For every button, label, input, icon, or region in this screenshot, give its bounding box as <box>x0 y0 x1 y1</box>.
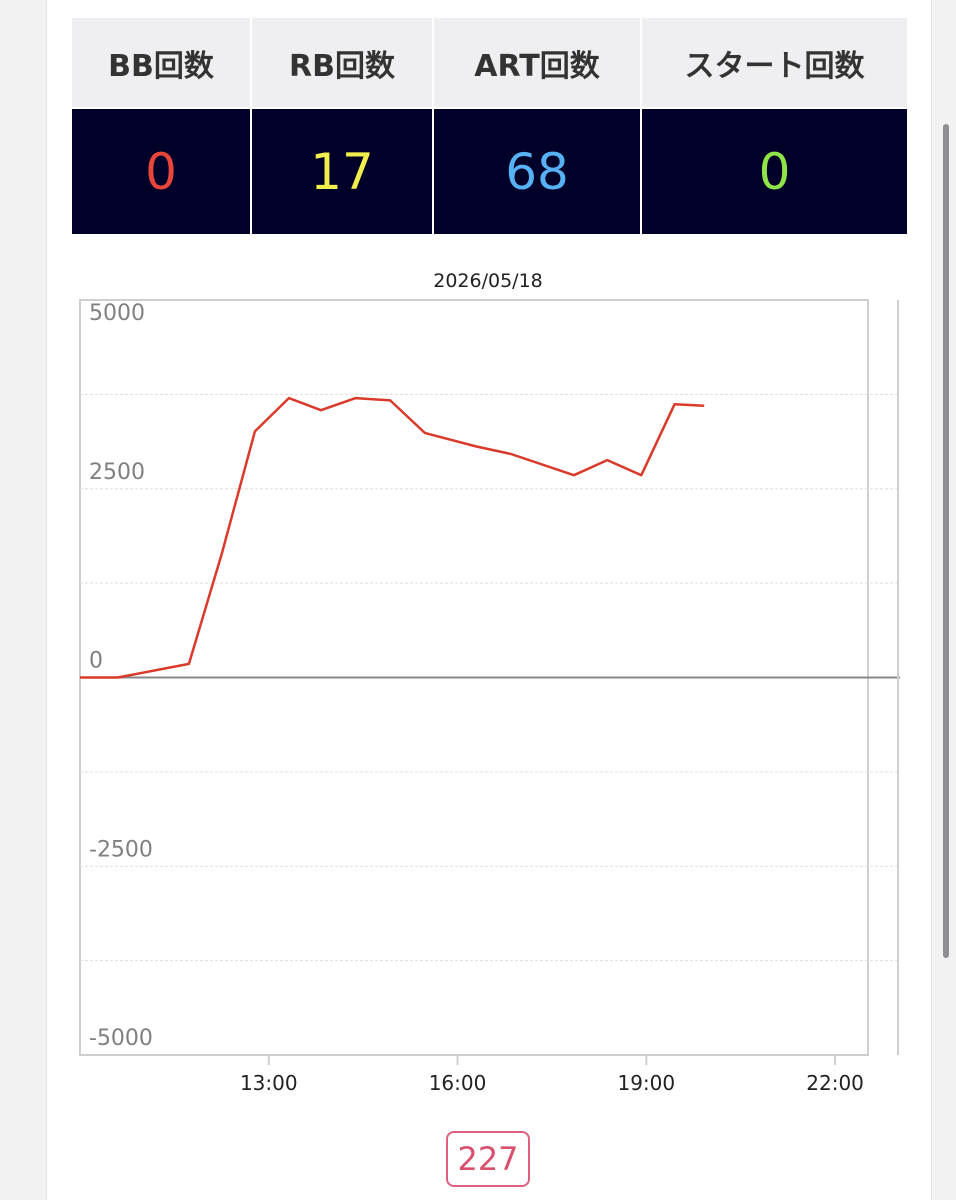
stats-table: BB回数 RB回数 ART回数 スタート回数 0 17 68 0 <box>70 16 909 236</box>
x-tick-label: 16:00 <box>429 1071 487 1095</box>
y-tick-label: 2500 <box>89 460 145 485</box>
series-layer <box>80 396 705 679</box>
bb-count-header: BB回数 <box>70 16 252 109</box>
art-count-value: 68 <box>432 107 642 236</box>
rb-count-value: 17 <box>250 107 434 236</box>
y-tick-label: -2500 <box>89 837 153 862</box>
x-tick-label: 19:00 <box>617 1071 675 1095</box>
bb-count-value: 0 <box>70 107 252 236</box>
x-tick-label: 22:00 <box>806 1071 864 1095</box>
start-count-value: 0 <box>640 107 909 236</box>
y-tick-label: 0 <box>89 649 103 674</box>
stats-header-row: BB回数 RB回数 ART回数 スタート回数 <box>70 16 909 109</box>
y-tick-label: -5000 <box>89 1026 153 1051</box>
stats-value-row: 0 17 68 0 <box>70 107 909 236</box>
art-count-header: ART回数 <box>432 16 642 109</box>
rb-count-header: RB回数 <box>250 16 434 109</box>
y-tick-label: 5000 <box>89 301 145 326</box>
x-axis-ticks: 13:00 16:00 19:00 22:00 <box>240 1055 864 1095</box>
start-count-header: スタート回数 <box>640 16 909 109</box>
grid-lines <box>80 393 900 962</box>
counter-badge: 227 <box>446 1131 530 1187</box>
chart-title: 2026/05/18 <box>433 270 543 292</box>
y-axis-ticks: 5000 2500 0 -2500 -5000 <box>89 301 153 1051</box>
x-tick-label: 13:00 <box>240 1071 298 1095</box>
series-line <box>80 396 705 679</box>
scrollbar[interactable] <box>943 124 949 958</box>
